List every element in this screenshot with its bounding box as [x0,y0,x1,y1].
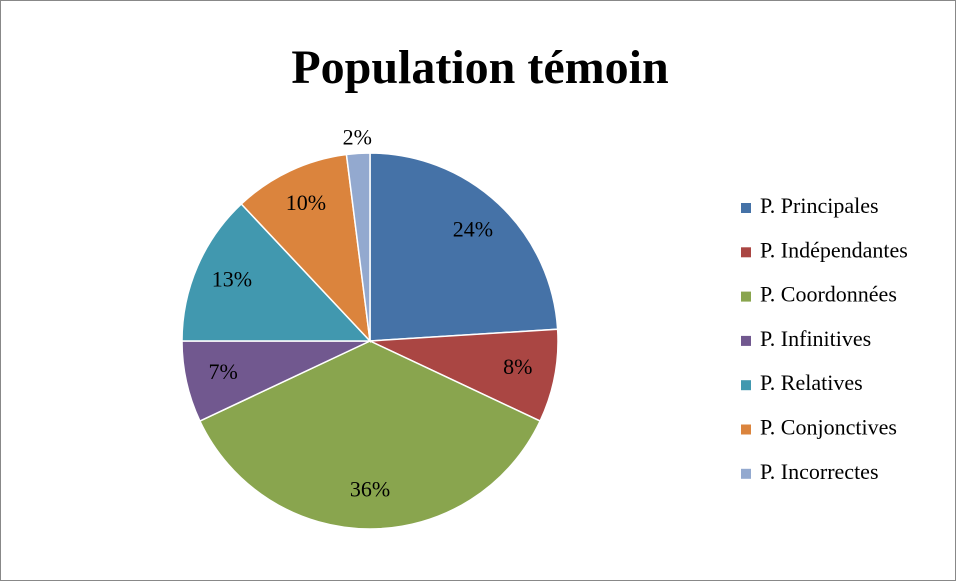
data-label: 36% [350,476,390,501]
pie-slice [369,152,559,342]
legend-swatch [741,424,751,435]
legend-label: P. Conjonctives [760,415,897,440]
legend-swatch [741,291,751,302]
data-label: 7% [209,359,238,384]
pie-slice [198,340,542,530]
pie-slice [240,153,372,344]
legend-label: P. Infinitives [760,326,871,351]
legend-swatch [741,468,751,479]
legend-label: P. Indépendantes [760,237,908,262]
data-label: 8% [503,354,532,379]
data-label: 2% [343,124,372,149]
legend-swatch [741,380,751,391]
legend-label: P. Principales [760,193,879,218]
pie-slice [345,152,371,342]
legend-swatch [741,247,751,258]
pie-slice [369,328,559,423]
legend-label: P. Incorrectes [760,459,879,484]
data-label: 24% [453,216,493,241]
pie-slice [181,202,372,342]
data-label: 10% [286,190,326,215]
chart-title: Population témoin [291,41,668,94]
legend-label: P. Coordonnées [760,282,897,307]
legend-swatch [741,203,751,213]
legend-swatch [741,335,751,346]
legend-label: P. Relatives [760,370,863,395]
data-label: 13% [212,266,252,291]
